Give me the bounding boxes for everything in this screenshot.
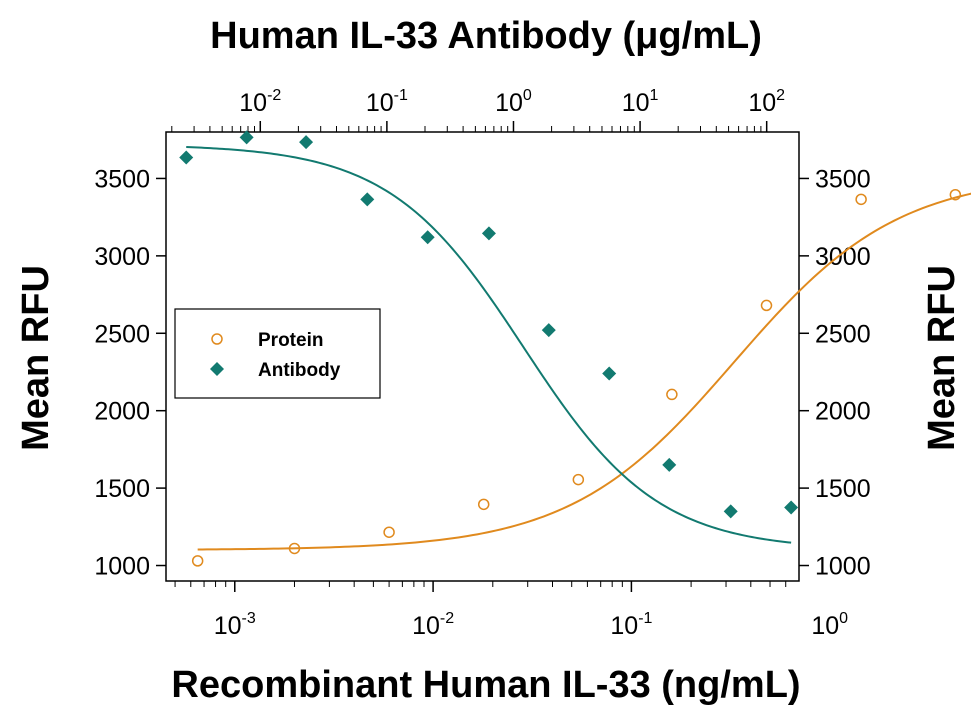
top-x-tick-base: 10 [239,89,267,117]
legend-box [174,308,381,399]
point-antibody [360,192,375,207]
bottom-axis-title: Recombinant Human IL-33 (ng/mL) [171,664,800,706]
bottom-x-tick-base: 10 [412,612,440,640]
point-protein [191,555,204,567]
top-x-tick-exponent: 2 [776,87,785,104]
fit-curves [186,146,971,551]
legend-label-protein: Protein [258,330,323,351]
point-antibody [541,323,556,338]
legend-marker-protein [211,333,223,345]
bottom-x-tick-exponent: -2 [440,610,454,627]
bottom-x-tick-label: 10-3 [214,610,256,640]
top-x-tick-base: 10 [366,89,394,117]
left-y-tick-label: 2500 [94,320,150,348]
point-antibody [602,366,617,381]
fit-curve-antibody [186,146,792,544]
right-axis-title: Mean RFU [921,265,963,451]
left-y-tick-label: 3500 [94,165,150,193]
top-x-tick-label: 10-2 [239,87,281,117]
plot-area [165,131,800,582]
point-protein [383,526,395,538]
right-y-tick-label: 1500 [815,475,871,503]
data-points [179,130,962,567]
bottom-x-tick-base: 10 [811,612,839,640]
right-y-tick-label: 2500 [815,320,871,348]
top-x-tick-exponent: -2 [267,87,281,104]
point-protein [288,542,301,555]
point-protein [572,473,585,486]
right-y-tick-label: 2000 [815,398,871,426]
top-x-tick-label: 100 [495,87,532,117]
legend-label-antibody: Antibody [258,360,341,381]
right-y-tick-label: 1000 [815,553,871,581]
bottom-x-tick-label: 10-2 [412,610,454,640]
left-axis-title: Mean RFU [15,265,57,451]
right-y-axis: 1000 1500 2000 2500 3000 3500 [799,165,871,581]
left-y-tick-label: 1000 [94,553,150,581]
point-antibody [662,457,677,472]
top-x-tick-exponent: 0 [523,87,532,104]
left-y-tick-label: 1500 [94,475,150,503]
point-antibody [299,135,314,150]
top-x-tick-base: 10 [495,89,523,117]
bottom-x-tick-label: 10-1 [610,610,652,640]
point-antibody [420,230,435,245]
point-antibody [784,500,799,515]
right-y-tick-label: 3500 [815,165,871,193]
top-x-tick-base: 10 [748,89,776,117]
point-antibody [481,226,496,241]
top-x-tick-base: 10 [622,89,650,117]
fit-curve-protein [197,192,971,551]
bottom-x-tick-base: 10 [214,612,242,640]
top-x-axis: 10-2 10-1 100 101 102 [171,87,785,132]
point-antibody [239,130,254,145]
top-axis-title: Human IL-33 Antibody (μg/mL) [210,15,762,57]
point-protein [666,388,678,401]
bottom-x-tick-exponent: -1 [638,610,652,627]
top-x-tick-exponent: -1 [394,87,408,104]
bottom-x-tick-base: 10 [610,612,638,640]
top-x-tick-label: 102 [748,87,785,117]
point-protein [949,188,962,201]
point-antibody [179,150,194,165]
left-y-tick-label: 2000 [94,398,150,426]
point-antibody [723,504,738,519]
bottom-x-tick-exponent: -3 [242,610,256,627]
right-y-tick-label: 3000 [815,243,871,271]
point-protein [477,498,490,511]
legend-marker-antibody [210,362,224,376]
legend: Protein Antibody [174,308,381,399]
top-x-tick-label: 10-1 [366,87,408,117]
point-protein [855,193,867,206]
left-y-tick-label: 3000 [94,243,150,271]
bottom-x-tick-exponent: 0 [839,610,848,627]
top-x-tick-exponent: 1 [650,87,659,104]
left-y-axis: 1000 1500 2000 2500 3000 3500 [94,165,166,581]
bottom-x-tick-label: 100 [811,610,848,640]
top-x-tick-label: 101 [622,87,659,117]
point-protein [760,299,773,312]
